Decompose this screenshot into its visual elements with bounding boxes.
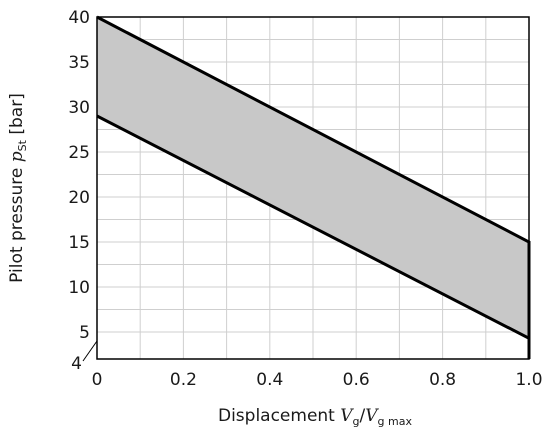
x-tick-label: 0.6 [343, 370, 370, 390]
pressure-band-area [97, 17, 529, 339]
y-tick-label: 20 [68, 188, 90, 208]
x-axis-sub-gmax: g max [378, 415, 413, 428]
x-axis-var-vg: V [340, 406, 354, 426]
x-tick-label: 0 [92, 370, 103, 390]
y-tick-label: 35 [68, 53, 90, 73]
y-tick-4-leader [82, 340, 98, 362]
y-tick-labels: 5 10 15 20 25 30 35 40 4 [68, 8, 90, 374]
y-tick-label-4: 4 [71, 354, 82, 374]
x-tick-label: 0.4 [256, 370, 283, 390]
x-axis-label-prefix: Displacement [218, 406, 340, 426]
y-axis-var-p: p [7, 151, 27, 162]
y-tick-label: 10 [68, 278, 90, 298]
x-axis-slash: / [360, 406, 366, 426]
y-tick-label: 25 [68, 143, 90, 163]
y-axis-unit: [bar] [7, 93, 27, 140]
x-axis-sub-g: g [353, 415, 360, 428]
y-axis-label: Pilot pressure pSt [bar] [7, 93, 29, 283]
x-axis-label: Displacement Vg/Vg max [218, 406, 412, 428]
x-tick-label: 0.8 [429, 370, 456, 390]
x-tick-labels: 0 0.2 0.4 0.6 0.8 1.0 [92, 370, 543, 390]
y-tick-label: 40 [68, 8, 90, 28]
y-tick-label: 30 [68, 98, 90, 118]
y-axis-label-prefix: Pilot pressure [7, 162, 27, 283]
x-tick-label: 1.0 [515, 370, 542, 390]
y-tick-label: 5 [79, 323, 90, 343]
x-axis-var-vgmax: V [365, 406, 379, 426]
y-tick-label: 15 [68, 233, 90, 253]
x-tick-label: 0.2 [170, 370, 197, 390]
y-axis-sub-st: St [16, 139, 29, 151]
plot-frame [96, 16, 530, 360]
